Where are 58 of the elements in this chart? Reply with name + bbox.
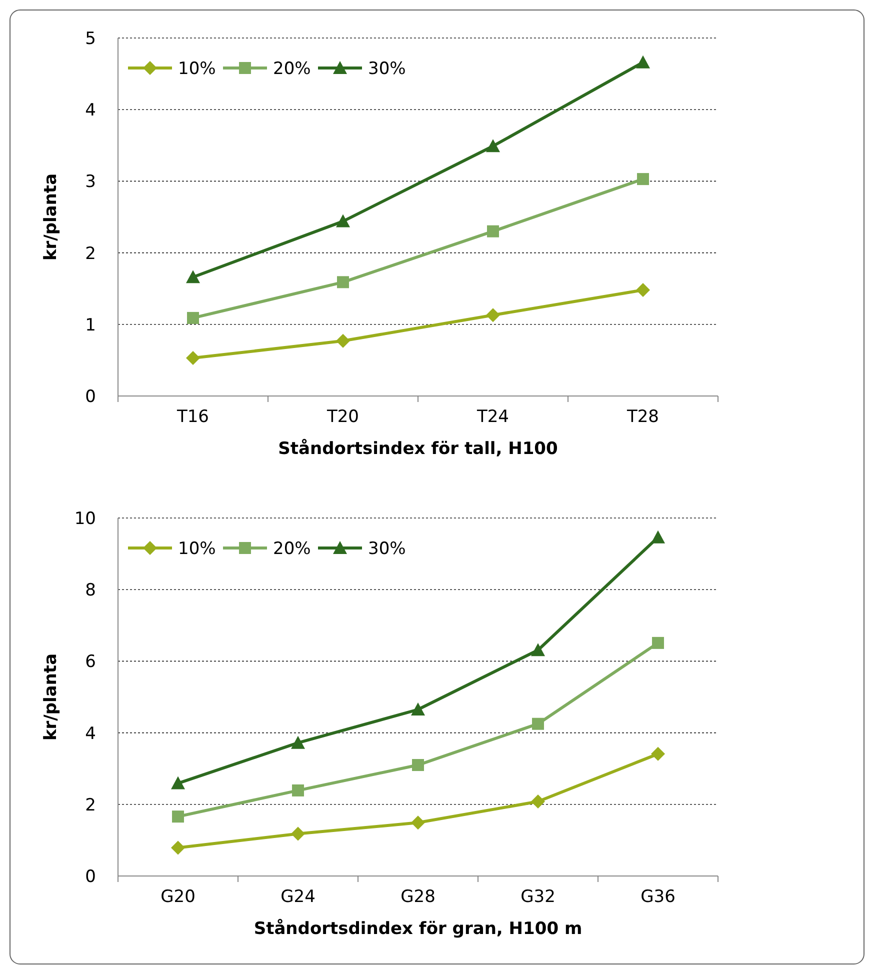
point xyxy=(171,840,185,855)
y-tick-label: 2 xyxy=(85,795,96,816)
point xyxy=(291,736,305,749)
y-tick-label: 8 xyxy=(85,580,96,601)
x-tick-label: G24 xyxy=(280,887,316,907)
point xyxy=(636,283,650,298)
point xyxy=(532,718,544,730)
x-tick-label: T20 xyxy=(326,407,360,427)
point xyxy=(487,225,499,238)
y-tick-label: 4 xyxy=(85,724,96,744)
legend-label: 30% xyxy=(368,538,406,559)
y-tick-label: 4 xyxy=(85,100,96,121)
x-tick-label: T24 xyxy=(476,407,510,427)
point xyxy=(486,139,500,152)
y-tick-label: 3 xyxy=(85,172,96,192)
point xyxy=(171,776,185,790)
y-tick-label: 0 xyxy=(85,866,96,887)
point xyxy=(652,636,664,649)
x-tick-label: G28 xyxy=(400,887,436,907)
point xyxy=(187,312,199,324)
point xyxy=(637,173,649,186)
y-axis-title: kr/planta xyxy=(41,173,61,261)
x-tick-label: G20 xyxy=(160,887,196,907)
y-tick-label: 0 xyxy=(85,386,96,407)
x-tick-label: T28 xyxy=(626,407,660,427)
y-tick-label: 5 xyxy=(85,28,96,49)
point xyxy=(531,794,545,809)
y-tick-label: 6 xyxy=(85,652,96,672)
point xyxy=(411,702,425,716)
x-tick-label: G36 xyxy=(640,887,676,907)
point xyxy=(651,746,665,761)
y-tick-label: 10 xyxy=(74,508,96,529)
legend-label: 20% xyxy=(273,538,311,559)
x-tick-label: G32 xyxy=(520,887,556,907)
point xyxy=(186,270,200,284)
y-axis-title: kr/planta xyxy=(41,653,61,741)
legend-label: 30% xyxy=(368,58,406,79)
x-axis-title: Ståndortsdindex för gran, H100 m xyxy=(254,918,582,939)
x-tick-label: T16 xyxy=(176,407,210,427)
point xyxy=(291,826,305,841)
point xyxy=(412,759,424,772)
point xyxy=(411,816,425,830)
legend-label: 10% xyxy=(178,538,216,559)
legend-label: 10% xyxy=(178,58,216,79)
point xyxy=(172,810,184,823)
y-tick-label: 2 xyxy=(85,244,96,264)
y-tick-label: 1 xyxy=(85,315,96,336)
legend-label: 20% xyxy=(273,58,311,79)
point xyxy=(186,351,200,366)
point xyxy=(486,308,500,322)
point xyxy=(651,530,665,544)
point xyxy=(337,276,349,288)
point xyxy=(336,334,350,348)
point xyxy=(292,784,304,796)
point xyxy=(531,643,545,656)
x-axis-title: Ståndortsindex för tall, H100 xyxy=(278,438,558,459)
point xyxy=(636,55,650,68)
point xyxy=(336,214,350,228)
